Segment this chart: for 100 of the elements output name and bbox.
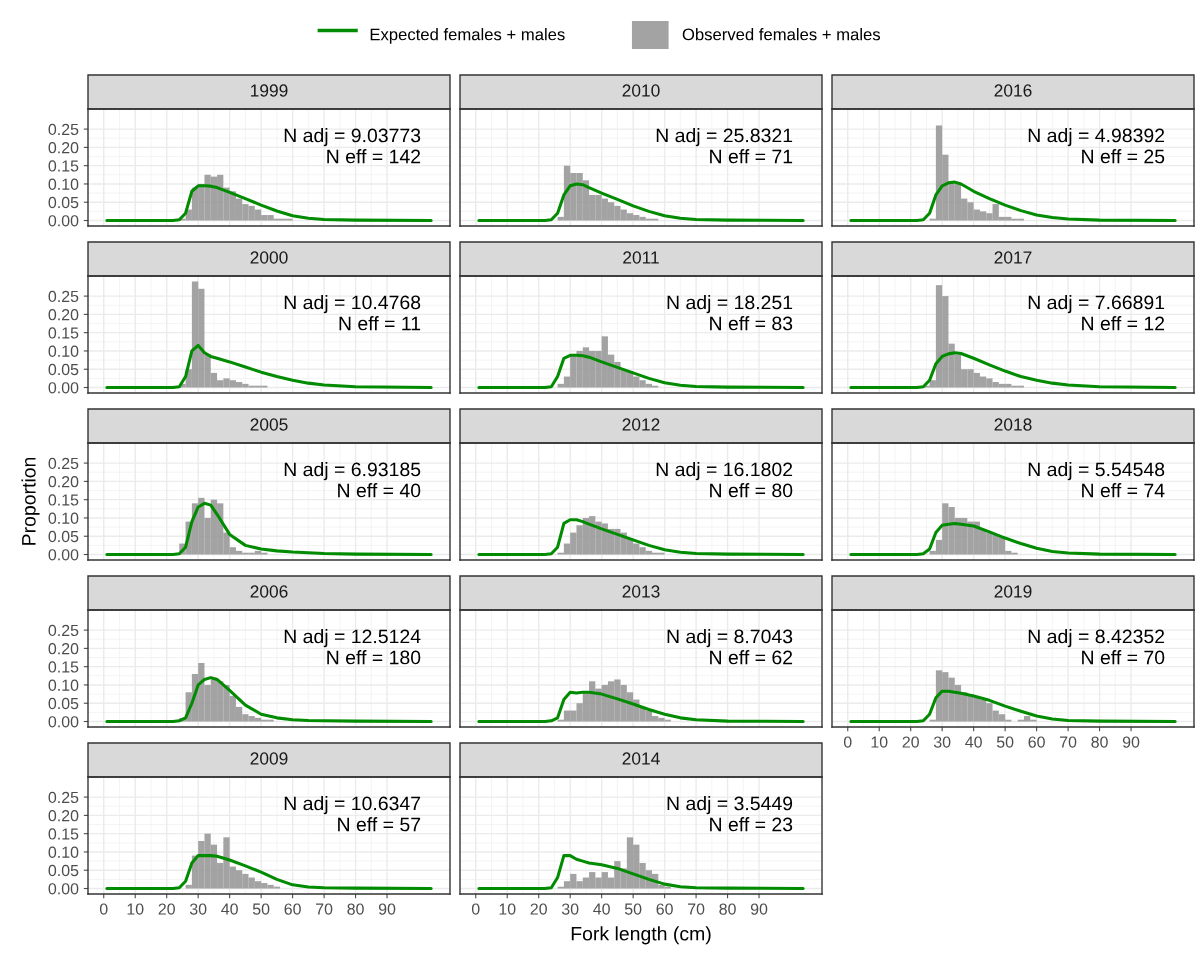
- x-axis-title: Fork length (cm): [571, 926, 711, 945]
- chart-title: 2014: [622, 752, 660, 765]
- line-series: [105, 343, 433, 390]
- y-tick-label: 0.20: [48, 643, 79, 655]
- x-tick-label: 50: [996, 736, 1014, 748]
- x-tick-label: 90: [378, 903, 396, 915]
- y-tick-label: 0.25: [48, 123, 79, 136]
- y-tick-label: 0.15: [48, 828, 79, 840]
- x-tick-label: 10: [871, 736, 888, 748]
- legend-label: Expected females + males: [370, 28, 565, 44]
- x-tick-label: 10: [499, 903, 516, 915]
- x-tick-label: 90: [750, 903, 768, 915]
- annotation: N eff = 12: [1082, 316, 1165, 331]
- annotation: N eff = 23: [710, 817, 793, 832]
- y-tick-label: 0.05: [48, 196, 79, 209]
- chart-title: 2005: [250, 418, 288, 431]
- annotation: N adj = 18.251: [667, 295, 793, 314]
- x-tick-label: 20: [902, 736, 919, 748]
- annotation: N eff = 180: [327, 650, 421, 665]
- y-tick-label: 0.15: [48, 494, 79, 506]
- x-tick-label: 50: [624, 903, 642, 915]
- annotation: N adj = 9.03773: [284, 128, 421, 147]
- annotation: N eff = 25: [1082, 149, 1165, 164]
- annotation: N adj = 5.54548: [1028, 462, 1165, 481]
- x-tick-label: 60: [656, 903, 673, 915]
- line-series: [105, 676, 433, 724]
- y-tick-label: 0.10: [48, 846, 79, 858]
- x-tick-label: 80: [1091, 736, 1108, 748]
- y-tick-label: 0.00: [48, 215, 79, 227]
- line-series: [105, 501, 433, 557]
- chart-title: 2019: [994, 585, 1032, 598]
- annotation: N eff = 11: [339, 316, 421, 331]
- x-tick-label: 60: [1028, 736, 1045, 748]
- annotation: N eff = 40: [338, 483, 421, 498]
- x-tick-label: 70: [688, 903, 705, 915]
- y-tick-label: 0.15: [48, 661, 79, 673]
- chart-title: 2000: [250, 251, 288, 264]
- x-tick-label: 10: [127, 903, 144, 915]
- chart-title: 2018: [994, 418, 1032, 431]
- x-tick-label: 30: [561, 903, 579, 915]
- x-tick-label: 30: [933, 736, 951, 748]
- chart-title: 1999: [251, 84, 288, 97]
- annotation: N eff = 74: [1082, 483, 1165, 498]
- x-tick-label: 70: [1060, 736, 1077, 748]
- x-tick-label: 40: [965, 736, 982, 748]
- annotation: N adj = 25.8321: [656, 128, 793, 147]
- legend-label: Observed females + males: [682, 28, 881, 41]
- annotation: N adj = 8.42352: [1028, 629, 1165, 648]
- y-tick-label: 0.20: [48, 142, 79, 154]
- annotation: N eff = 62: [710, 650, 793, 665]
- x-tick-label: 80: [719, 903, 736, 915]
- annotation: N adj = 10.6347: [284, 796, 421, 815]
- x-tick-label: 40: [593, 903, 610, 915]
- y-tick-label: 0.10: [48, 178, 79, 190]
- y-tick-label: 0.00: [48, 382, 79, 394]
- y-tick-label: 0.15: [48, 327, 79, 339]
- chart-title: 2010: [622, 84, 660, 97]
- y-tick-label: 0.25: [48, 791, 79, 804]
- y-tick-label: 0.20: [48, 309, 79, 321]
- annotation: N eff = 142: [327, 149, 421, 164]
- annotation: N adj = 4.98392: [1028, 128, 1165, 147]
- y-tick-label: 0.00: [48, 716, 79, 728]
- chart-title: 2017: [994, 251, 1032, 264]
- y-tick-label: 0.20: [48, 476, 79, 488]
- annotation: N adj = 3.5449: [667, 796, 793, 815]
- x-tick-label: 0: [843, 736, 852, 748]
- chart-title: 2013: [622, 585, 660, 598]
- y-axis-title: Proportion: [21, 457, 40, 545]
- y-tick-label: 0.05: [48, 864, 79, 877]
- x-tick-label: 70: [316, 903, 333, 915]
- annotation: N adj = 12.5124: [284, 629, 421, 648]
- y-tick-label: 0.00: [48, 549, 79, 561]
- chart-title: 2009: [250, 752, 288, 765]
- y-tick-label: 0.05: [48, 697, 79, 710]
- x-tick-label: 90: [1122, 736, 1140, 748]
- y-tick-label: 0.00: [48, 883, 79, 895]
- chart-title: 2011: [623, 251, 659, 264]
- annotation: N adj = 16.1802: [656, 462, 793, 481]
- annotation: N adj = 6.93185: [284, 462, 421, 481]
- x-tick-label: 0: [99, 903, 108, 915]
- x-tick-label: 20: [158, 903, 175, 915]
- y-tick-label: 0.25: [48, 624, 79, 637]
- y-tick-label: 0.05: [48, 530, 79, 543]
- x-tick-label: 50: [252, 903, 270, 915]
- x-tick-label: 20: [530, 903, 547, 915]
- chart-title: 2016: [994, 84, 1032, 97]
- chart-title: 2012: [622, 418, 660, 431]
- x-tick-label: 30: [189, 903, 207, 915]
- y-tick-label: 0.10: [48, 512, 79, 524]
- x-tick-label: 60: [284, 903, 301, 915]
- y-tick-label: 0.10: [48, 679, 79, 691]
- line-series: [105, 184, 433, 223]
- x-tick-label: 0: [471, 903, 480, 915]
- annotation: N eff = 57: [338, 817, 421, 832]
- line-series: [105, 854, 433, 891]
- y-tick-label: 0.25: [48, 457, 79, 470]
- y-tick-label: 0.20: [48, 810, 79, 822]
- annotation: N eff = 71: [710, 149, 793, 164]
- chart-title: 2006: [250, 585, 288, 598]
- y-tick-label: 0.10: [48, 345, 79, 357]
